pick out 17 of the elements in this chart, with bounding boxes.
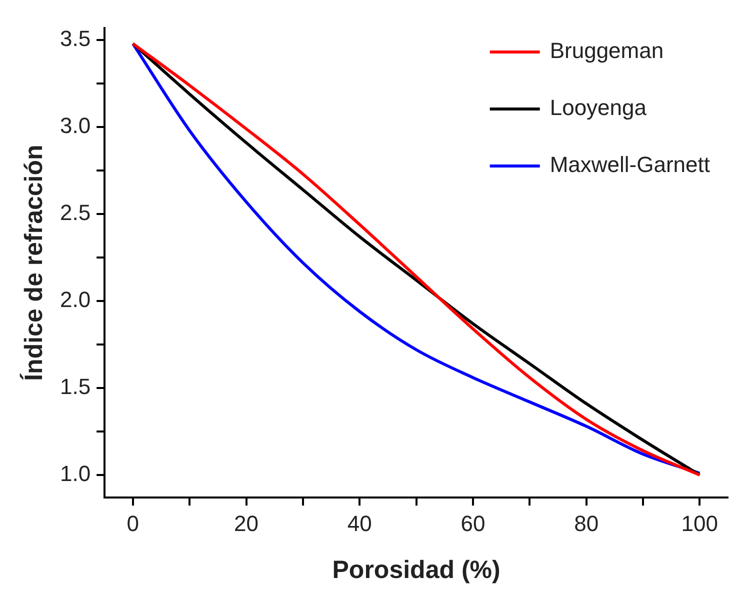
legend-label: Looyenga — [550, 95, 648, 120]
x-tick-label: 80 — [574, 510, 599, 536]
x-tick-label: 20 — [234, 510, 259, 536]
x-tick-label: 0 — [126, 510, 140, 536]
legend-label: Bruggeman — [550, 38, 664, 64]
y-tick-label: 3.0 — [60, 113, 91, 138]
x-tick-label: 60 — [460, 510, 486, 536]
y-tick-label: 2.0 — [60, 287, 91, 312]
y-tick-label: 1.0 — [60, 461, 91, 486]
y-tick-label: 1.5 — [60, 374, 91, 400]
x-tick-label: 40 — [347, 510, 372, 536]
y-tick-label: 3.5 — [60, 26, 91, 52]
x-axis-title: Porosidad (%) — [332, 556, 500, 584]
legend-label: Maxwell-Garnett — [550, 152, 710, 178]
y-tick-label: 2.5 — [60, 200, 91, 226]
x-tick-label: 100 — [681, 510, 718, 536]
y-axis-title: Índice de refracción — [18, 144, 48, 381]
